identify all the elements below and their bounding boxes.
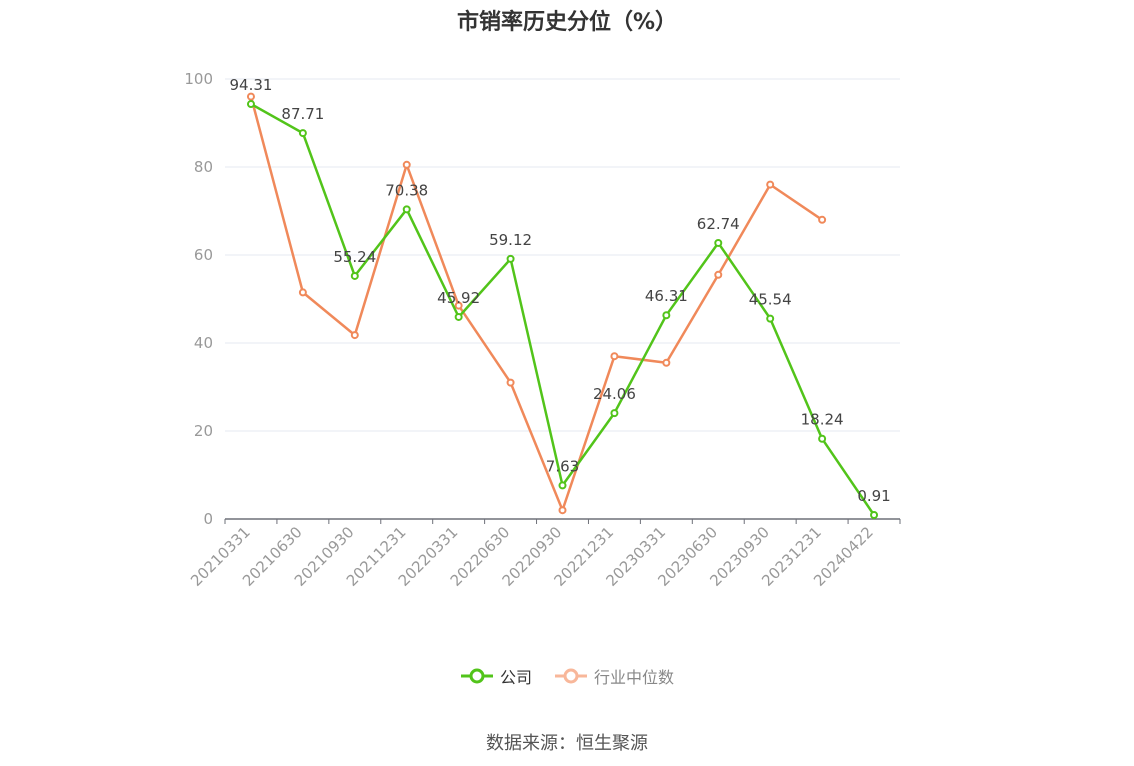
data-point-行业中位数 xyxy=(662,358,671,367)
data-point-行业中位数 xyxy=(766,180,775,189)
data-point-行业中位数 xyxy=(610,352,619,361)
y-tick-label-0: 0 xyxy=(203,510,213,528)
data-point-公司 xyxy=(766,314,775,323)
data-label-公司: 59.12 xyxy=(489,231,532,249)
data-point-行业中位数 xyxy=(506,378,515,387)
data-label-公司: 46.31 xyxy=(645,287,688,305)
y-tick-label-20: 20 xyxy=(194,422,213,440)
data-point-行业中位数 xyxy=(454,301,463,310)
data-point-行业中位数 xyxy=(714,270,723,279)
data-label-公司: 87.71 xyxy=(281,105,324,123)
data-point-公司 xyxy=(714,238,723,247)
data-label-公司: 45.54 xyxy=(749,291,792,309)
data-labels: 94.31 87.71 55.24 70.38 45.92 59.12 7.63 24.06 4… xyxy=(229,76,890,505)
data-label-公司: 62.74 xyxy=(697,215,740,233)
y-tick-label-100: 100 xyxy=(184,70,213,88)
data-label-公司: 70.38 xyxy=(385,181,428,199)
legend-item-company[interactable]: 公司 xyxy=(460,664,532,688)
legend: 公司 行业中位数 xyxy=(0,664,1134,688)
legend-company-label: 公司 xyxy=(499,668,532,687)
data-label-公司: 24.06 xyxy=(593,385,636,403)
data-label-公司: 18.24 xyxy=(801,411,844,429)
data-point-行业中位数 xyxy=(246,92,255,101)
data-label-公司: 0.91 xyxy=(857,487,890,505)
data-point-行业中位数 xyxy=(298,288,307,297)
data-point-公司 xyxy=(454,312,463,321)
data-point-公司 xyxy=(870,510,879,519)
data-source-note: 数据来源：恒生聚源 xyxy=(486,733,648,754)
data-point-公司 xyxy=(350,271,359,280)
chart-title: 市销率历史分位（%） xyxy=(456,10,678,35)
series-line-公司 xyxy=(250,102,876,516)
series-line-行业中位数 xyxy=(249,96,823,512)
data-label-公司: 94.31 xyxy=(229,76,272,94)
data-point-行业中位数 xyxy=(350,331,359,340)
legend-industry-marker-icon xyxy=(555,668,587,684)
grid-lines xyxy=(225,78,900,432)
data-label-公司: 7.63 xyxy=(546,457,579,475)
legend-industry-label: 行业中位数 xyxy=(594,668,675,687)
data-point-行业中位数 xyxy=(818,215,827,224)
data-point-公司 xyxy=(610,409,619,418)
data-point-行业中位数 xyxy=(558,506,567,515)
axes: 0204060801002021033120210630202109302021… xyxy=(184,70,901,590)
y-tick-label-60: 60 xyxy=(194,246,213,264)
data-label-公司: 45.92 xyxy=(437,289,480,307)
data-label-公司: 55.24 xyxy=(333,248,376,266)
series-lines xyxy=(246,92,879,519)
legend-company-marker-icon xyxy=(460,668,493,684)
data-point-公司 xyxy=(298,129,307,138)
y-tick-label-80: 80 xyxy=(194,158,213,176)
data-point-公司 xyxy=(246,100,255,109)
data-point-行业中位数 xyxy=(402,160,411,169)
legend-item-industry[interactable]: 行业中位数 xyxy=(554,664,674,688)
data-point-公司 xyxy=(558,481,567,490)
data-point-公司 xyxy=(818,434,827,443)
y-tick-label-40: 40 xyxy=(194,334,213,352)
data-point-公司 xyxy=(506,254,515,263)
data-point-公司 xyxy=(402,205,411,214)
data-point-公司 xyxy=(662,311,671,320)
